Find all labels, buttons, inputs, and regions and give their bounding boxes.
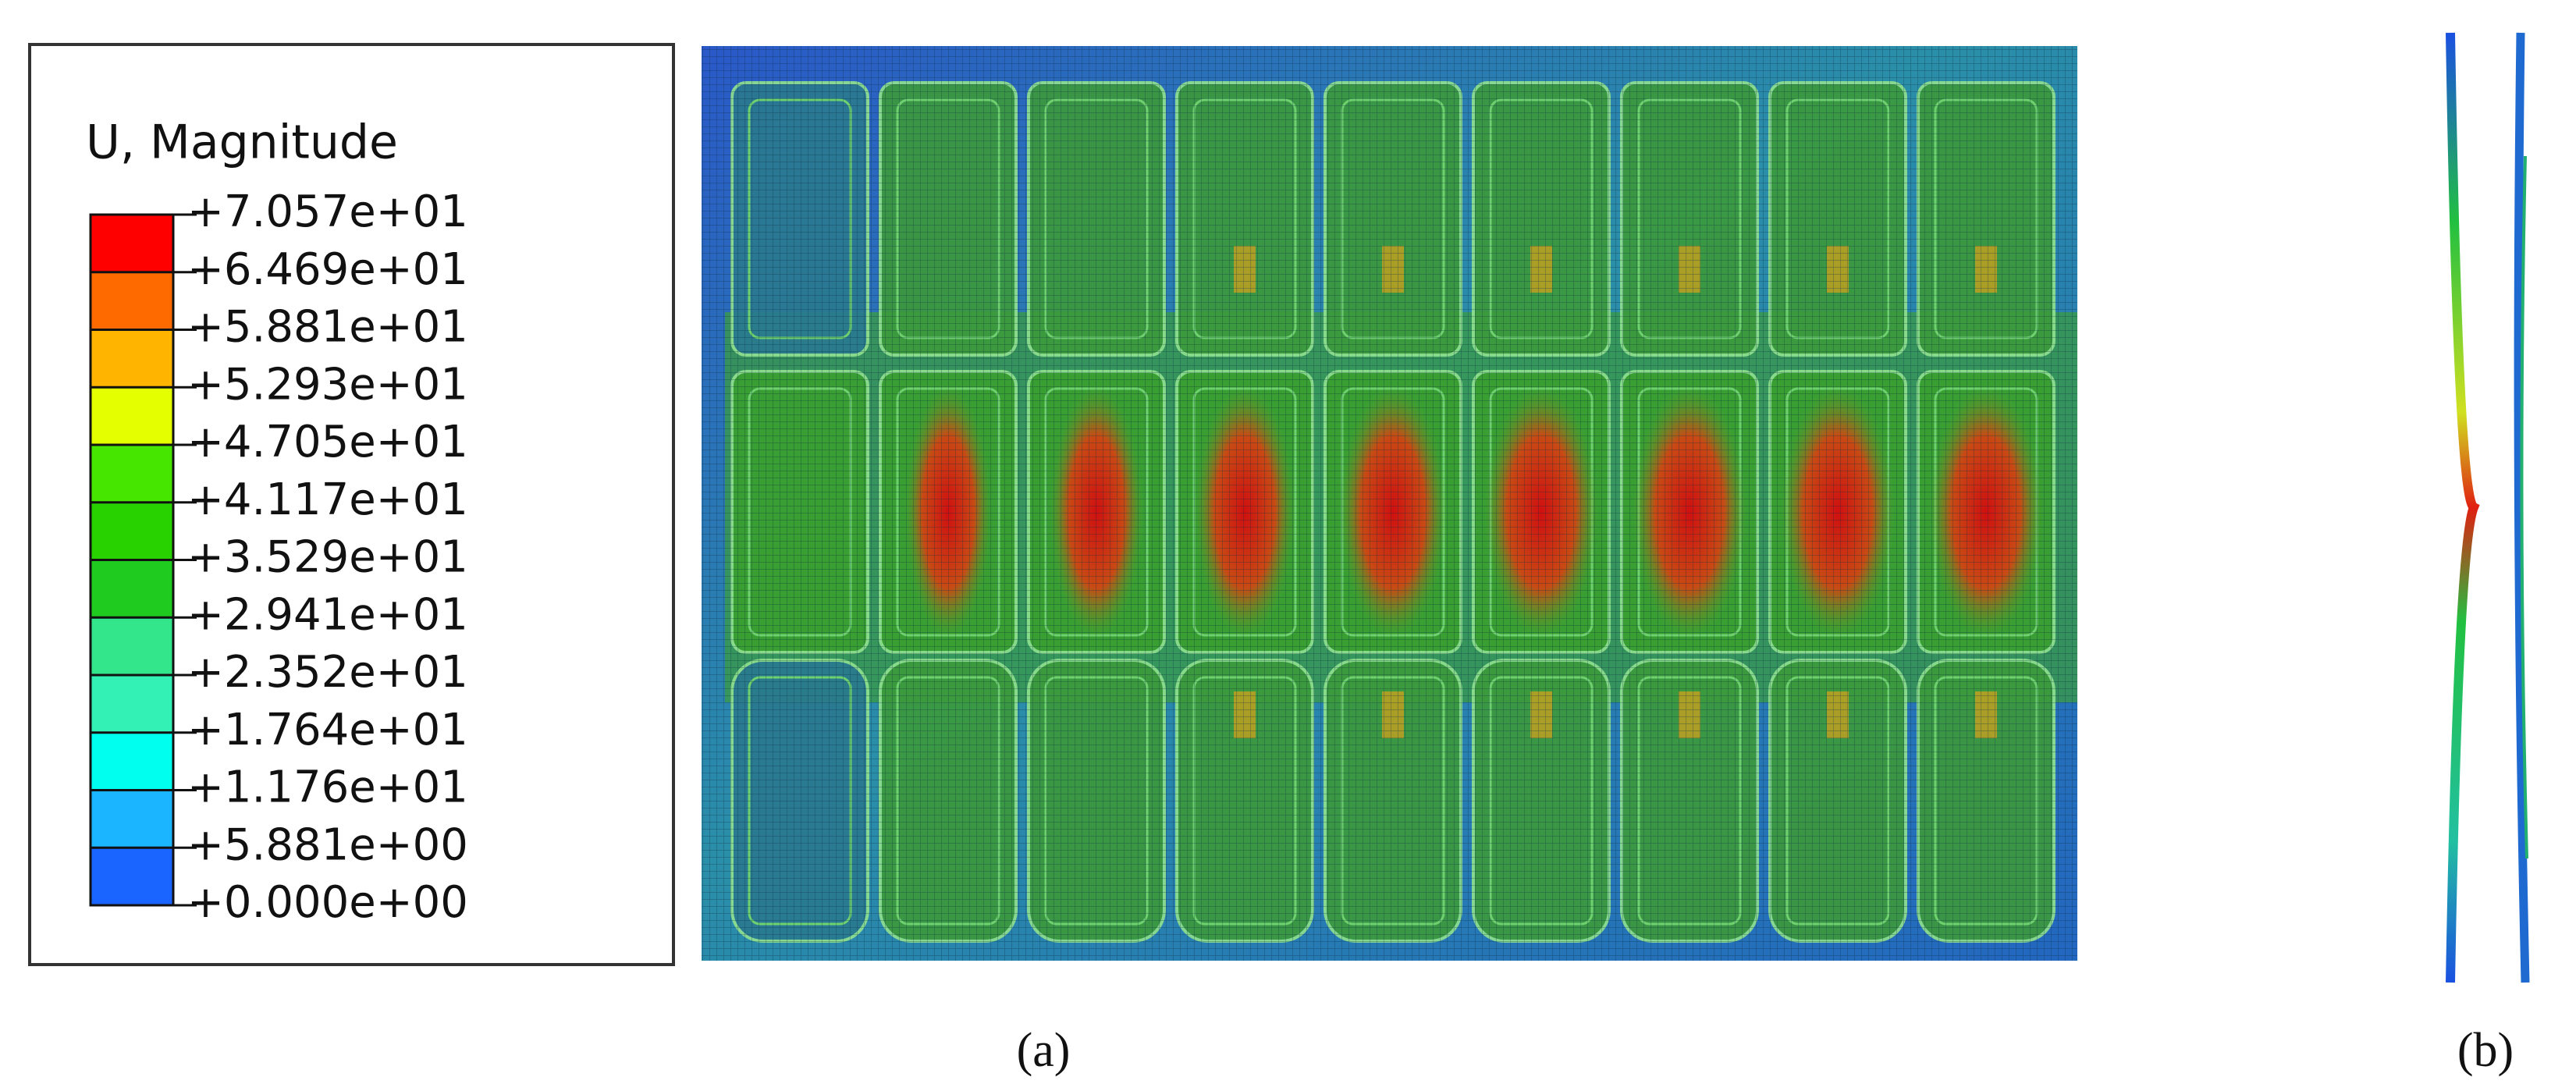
color-band: [91, 732, 173, 791]
color-band: [91, 790, 173, 848]
color-band: [91, 617, 173, 676]
caption: (b): [2457, 1024, 2514, 1077]
legend-label: +4.117e+01: [187, 474, 468, 525]
color-band: [91, 502, 173, 560]
legend-title: U, Magnitude: [86, 115, 398, 170]
legend: +7.057e+01 +6.469e+01 +5.881e+01 +5.293e+01…: [89, 187, 468, 928]
color-band: [91, 215, 173, 273]
legend-label: +3.529e+01: [187, 532, 468, 583]
color-band: [91, 848, 173, 906]
caption: (a): [1017, 1024, 1071, 1077]
legend-label: +6.469e+01: [187, 244, 468, 295]
legend-label: +7.057e+01: [187, 187, 468, 237]
color-band: [91, 329, 173, 388]
legend-label: +4.705e+01: [187, 417, 468, 467]
legend-label: +2.352e+01: [187, 647, 468, 698]
legend-label: +5.881e+01: [187, 302, 468, 353]
legend-label: +1.176e+01: [187, 762, 468, 813]
deformed-edge: [2520, 155, 2528, 859]
deformed-edge: [2446, 32, 2480, 983]
color-band: [91, 272, 173, 330]
contour-plot-b: [2446, 32, 2530, 983]
color-band: [91, 675, 173, 734]
legend-label: +5.881e+00: [187, 819, 468, 870]
color-band: [91, 445, 173, 503]
color-band: [91, 387, 173, 446]
mesh-overlay: [702, 46, 2077, 961]
deformed-edge: [2514, 32, 2530, 983]
legend-label: +5.293e+01: [187, 359, 468, 410]
legend-label: +1.764e+01: [187, 705, 468, 755]
legend-label: +2.941e+01: [187, 589, 468, 640]
legend-label: +0.000e+00: [187, 877, 468, 928]
contour-plot-a: [702, 46, 2077, 961]
color-band: [91, 560, 173, 618]
